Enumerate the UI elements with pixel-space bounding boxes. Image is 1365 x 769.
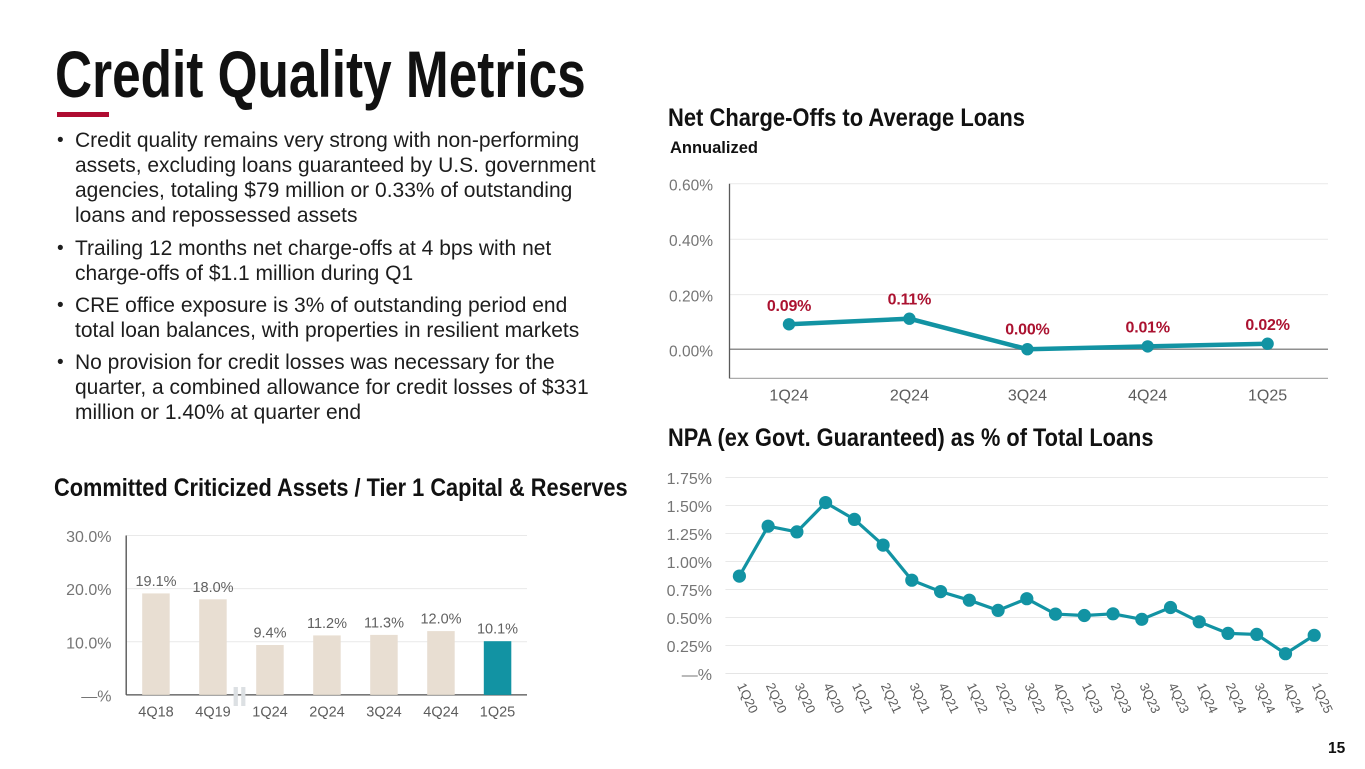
svg-text:3Q24: 3Q24 bbox=[1251, 680, 1278, 715]
svg-text:2Q21: 2Q21 bbox=[878, 680, 905, 715]
svg-text:2Q24: 2Q24 bbox=[309, 704, 344, 720]
svg-text:4Q20: 4Q20 bbox=[820, 680, 847, 715]
svg-text:2Q23: 2Q23 bbox=[1108, 680, 1135, 715]
svg-text:4Q19: 4Q19 bbox=[195, 704, 230, 720]
svg-text:1.50%: 1.50% bbox=[667, 499, 712, 516]
svg-text:0.11%: 0.11% bbox=[888, 291, 932, 308]
svg-text:0.02%: 0.02% bbox=[1245, 317, 1289, 334]
svg-text:4Q24: 4Q24 bbox=[1128, 388, 1167, 405]
svg-text:12.0%: 12.0% bbox=[420, 612, 461, 628]
svg-text:0.25%: 0.25% bbox=[667, 639, 712, 656]
svg-text:1Q24: 1Q24 bbox=[252, 704, 287, 720]
svg-text:2Q20: 2Q20 bbox=[763, 680, 790, 715]
svg-text:11.3%: 11.3% bbox=[364, 615, 404, 631]
svg-text:4Q22: 4Q22 bbox=[1050, 680, 1077, 715]
svg-text:10.0%: 10.0% bbox=[66, 635, 111, 652]
svg-text:18.0%: 18.0% bbox=[192, 580, 233, 596]
svg-text:1Q23: 1Q23 bbox=[1079, 680, 1106, 715]
svg-text:1Q20: 1Q20 bbox=[734, 680, 761, 715]
svg-text:3Q21: 3Q21 bbox=[907, 680, 934, 715]
svg-text:4Q24: 4Q24 bbox=[1280, 680, 1307, 715]
svg-text:0.09%: 0.09% bbox=[767, 298, 811, 315]
svg-text:4Q21: 4Q21 bbox=[935, 680, 962, 715]
svg-text:4Q23: 4Q23 bbox=[1165, 680, 1192, 715]
svg-text:3Q24: 3Q24 bbox=[1008, 388, 1047, 405]
svg-text:30.0%: 30.0% bbox=[66, 529, 111, 546]
svg-text:2Q22: 2Q22 bbox=[993, 680, 1020, 715]
svg-text:4Q24: 4Q24 bbox=[423, 704, 458, 720]
svg-text:3Q23: 3Q23 bbox=[1137, 680, 1164, 715]
svg-text:1Q21: 1Q21 bbox=[849, 680, 876, 715]
svg-text:0.00%: 0.00% bbox=[1005, 322, 1049, 339]
svg-text:0.50%: 0.50% bbox=[667, 611, 712, 628]
svg-text:2Q24: 2Q24 bbox=[890, 388, 929, 405]
svg-text:9.4%: 9.4% bbox=[253, 626, 286, 642]
svg-text:2Q24: 2Q24 bbox=[1223, 680, 1250, 715]
svg-text:19.1%: 19.1% bbox=[135, 574, 176, 590]
svg-text:1Q24: 1Q24 bbox=[1194, 680, 1221, 715]
svg-text:1Q25: 1Q25 bbox=[1309, 680, 1336, 715]
svg-text:0.40%: 0.40% bbox=[669, 233, 713, 250]
svg-text:0.60%: 0.60% bbox=[669, 178, 713, 195]
svg-text:3Q22: 3Q22 bbox=[1022, 680, 1049, 715]
svg-text:0.20%: 0.20% bbox=[669, 288, 713, 305]
svg-text:1.00%: 1.00% bbox=[667, 555, 712, 572]
svg-text:10.1%: 10.1% bbox=[477, 622, 518, 638]
svg-text:3Q24: 3Q24 bbox=[366, 704, 401, 720]
svg-text:4Q18: 4Q18 bbox=[138, 704, 173, 720]
svg-text:1Q25: 1Q25 bbox=[1248, 388, 1287, 405]
svg-text:0.01%: 0.01% bbox=[1126, 319, 1170, 336]
svg-text:—%: —% bbox=[81, 688, 111, 705]
svg-text:3Q20: 3Q20 bbox=[792, 680, 819, 715]
svg-text:11.2%: 11.2% bbox=[307, 616, 347, 632]
svg-text:—%: —% bbox=[682, 667, 712, 684]
svg-text:1Q25: 1Q25 bbox=[480, 704, 515, 720]
svg-text:0.00%: 0.00% bbox=[669, 344, 713, 361]
svg-text:1Q24: 1Q24 bbox=[769, 388, 808, 405]
svg-text:0.75%: 0.75% bbox=[667, 583, 712, 600]
svg-text:1.25%: 1.25% bbox=[667, 527, 712, 544]
svg-text:1.75%: 1.75% bbox=[667, 471, 712, 488]
svg-text:1Q22: 1Q22 bbox=[964, 680, 991, 715]
svg-text:20.0%: 20.0% bbox=[66, 582, 111, 599]
